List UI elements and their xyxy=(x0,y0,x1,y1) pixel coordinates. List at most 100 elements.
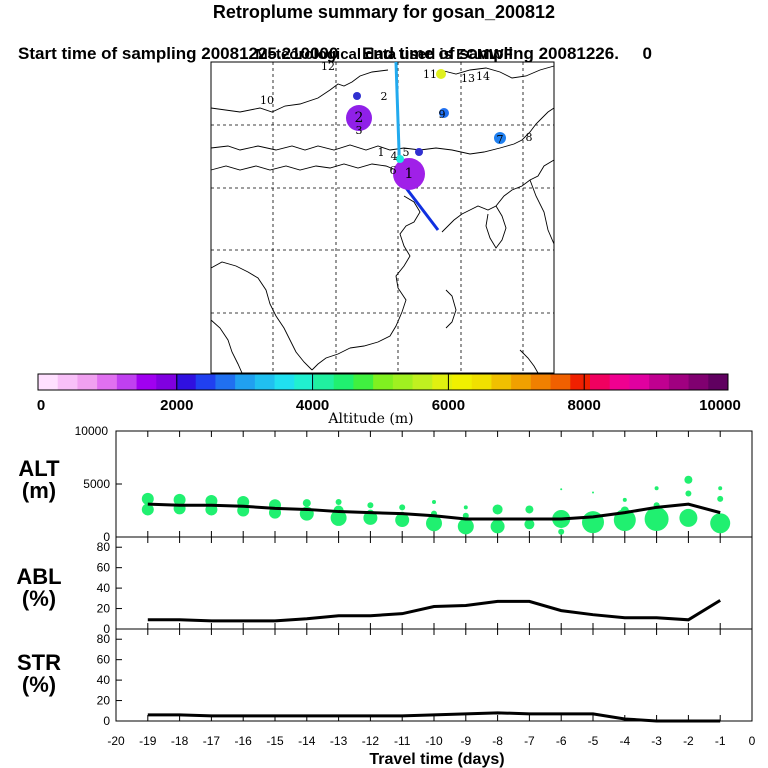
alt-plume-dot xyxy=(335,499,342,506)
colorbar-ticks: 0 2000 4000 6000 8000 10000 xyxy=(37,374,741,414)
plume-cluster-1 xyxy=(393,158,425,190)
alt-ytick-label: 5000 xyxy=(83,477,110,491)
colorbar-segment xyxy=(530,374,552,390)
x-tick-label: -14 xyxy=(298,734,316,748)
x-tick-label: -18 xyxy=(171,734,189,748)
sampling-time-line: Start time of sampling 20081225.210000 E… xyxy=(0,24,768,64)
str-panel-label: STR (%) xyxy=(4,652,74,696)
alt-plume-dot xyxy=(432,500,436,505)
alt-plume-dot xyxy=(330,509,347,526)
str-ytick-label: 80 xyxy=(97,632,111,646)
x-tick-label: 0 xyxy=(749,734,756,748)
map-marker-label-11: 11 xyxy=(423,68,437,81)
str-panel: 80 60 40 20 0 xyxy=(97,628,753,728)
map-marker-label-8: 8 xyxy=(526,131,533,144)
colorbar-segment xyxy=(57,374,78,390)
colorbar-label: Altitude (m) xyxy=(327,411,413,427)
alt-plume-dot xyxy=(141,492,154,505)
met-data-line: Meteorological data used is ECMWF xyxy=(255,46,513,63)
alt-plume-dot xyxy=(685,490,692,497)
colorbar-segment xyxy=(432,374,453,390)
alt-label-top: ALT xyxy=(18,456,60,481)
x-tick-label: -2 xyxy=(683,734,694,748)
x-tick-label: -17 xyxy=(203,734,221,748)
colorbar-tick-label: 8000 xyxy=(568,397,601,414)
x-tick-label: -12 xyxy=(362,734,380,748)
map-marker-label-13: 13 xyxy=(461,72,475,85)
plume-dot xyxy=(396,155,404,163)
map-marker-label-6: 6 xyxy=(390,164,397,177)
alt-plume-dot xyxy=(679,508,698,527)
alt-plume-dot xyxy=(399,504,406,511)
plume-dot xyxy=(353,92,361,100)
abl-ytick-label: 40 xyxy=(97,581,111,595)
alt-plume-dot xyxy=(524,519,535,530)
colorbar-segment xyxy=(333,374,354,390)
abl-ytick-label: 20 xyxy=(97,602,111,616)
x-axis-ticks: -20 -19 -18 -17 -16 -15 -14 -13 -12 -11 -10 -9 -8 -7-… xyxy=(107,734,755,748)
alt-ytick-label-top: 10000 xyxy=(75,424,109,438)
colorbar-segment xyxy=(649,374,670,390)
x-tick-label: -3 xyxy=(651,734,662,748)
colorbar-segment xyxy=(511,374,532,390)
alt-y-ticks: 5000 0 10000 xyxy=(75,424,721,544)
colorbar-segment xyxy=(590,374,611,390)
plume-dot xyxy=(494,132,506,144)
colorbar-segment xyxy=(235,374,256,390)
colorbar-segment xyxy=(570,374,591,390)
colorbar-segment xyxy=(77,374,98,390)
map-marker-label-4: 4 xyxy=(391,150,398,163)
alt-plume-dot xyxy=(426,515,442,532)
alt-plume-dot xyxy=(560,488,563,491)
colorbar-tick-label: 6000 xyxy=(432,397,465,414)
colorbar-segment xyxy=(97,374,118,390)
coastlines xyxy=(210,65,555,374)
abl-panel: 80 60 40 20 0 xyxy=(97,536,753,636)
abl-series-line xyxy=(147,599,721,623)
abl-panel-frame xyxy=(115,536,753,630)
colorbar-segment xyxy=(353,374,374,390)
str-ytick-label: 0 xyxy=(103,714,110,728)
alt-plume-dot xyxy=(457,518,474,535)
map-cluster-label-2: 2 xyxy=(355,110,364,126)
colorbar-segment xyxy=(629,374,650,390)
alt-plume-dot xyxy=(363,510,378,525)
alt-plume-dot xyxy=(717,495,724,502)
alt-plume-dot xyxy=(395,513,410,528)
colorbar-segment xyxy=(294,374,315,390)
map-frame xyxy=(210,61,555,374)
map-marker-label-12: 12 xyxy=(321,60,335,73)
x-tick-label: -10 xyxy=(425,734,443,748)
str-ytick-label: 40 xyxy=(97,673,111,687)
colorbar-tick-label: 2000 xyxy=(160,397,193,414)
map-marker-label-1: 1 xyxy=(378,146,385,159)
alt-panel-label: ALT (m) xyxy=(4,458,74,502)
alt-plume-dot xyxy=(141,503,154,516)
x-tick-label: -16 xyxy=(235,734,253,748)
alt-plume-dot xyxy=(710,513,731,534)
colorbar-segment xyxy=(116,374,138,390)
str-ytick-label: 20 xyxy=(97,694,111,708)
str-ytick-label: 60 xyxy=(97,653,111,667)
alt-plume-dot xyxy=(592,491,594,494)
colorbar-segment xyxy=(412,374,433,390)
chart-title: Retroplume summary for gosan_200812 xyxy=(212,2,556,22)
alt-plume-dot xyxy=(684,475,693,484)
sampling-time-text: Start time of sampling 20081225.210000 E… xyxy=(18,44,653,63)
str-y-ticks: 80 60 40 20 0 xyxy=(97,629,721,728)
plume-dot xyxy=(415,148,423,156)
alt-plume-dot xyxy=(173,493,186,506)
alt-plume-dot xyxy=(462,512,469,519)
colorbar-segment xyxy=(708,374,729,390)
colorbar-segment xyxy=(373,374,394,390)
colorbar-tick-label: 10000 xyxy=(699,397,741,414)
x-tick-label: -11 xyxy=(394,734,411,748)
abl-label-top: ABL xyxy=(16,564,62,589)
alt-plume-dot xyxy=(654,486,659,491)
colorbar-segment xyxy=(550,374,571,390)
colorbar-segment xyxy=(668,374,690,390)
x-tick-label: -8 xyxy=(492,734,503,748)
plume-cluster-2 xyxy=(346,105,372,131)
abl-y-ticks: 80 60 40 20 0 xyxy=(97,537,721,636)
